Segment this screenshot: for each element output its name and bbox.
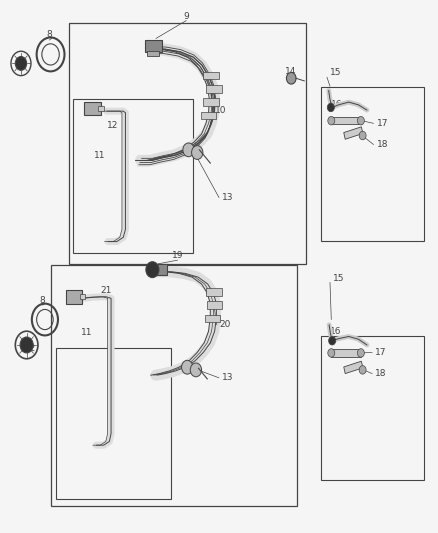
Circle shape (15, 56, 27, 70)
Bar (206, 288, 222, 296)
Circle shape (357, 349, 364, 357)
Bar (205, 315, 220, 322)
Text: 17: 17 (375, 348, 387, 357)
Circle shape (190, 363, 201, 377)
Circle shape (328, 116, 335, 125)
Circle shape (182, 360, 193, 374)
Bar (344, 361, 363, 374)
Text: 16: 16 (331, 100, 342, 109)
Text: 10: 10 (215, 106, 227, 115)
Text: 22: 22 (24, 344, 35, 353)
Bar (66, 290, 82, 304)
Text: 13: 13 (222, 193, 233, 202)
Text: 1: 1 (17, 58, 22, 67)
Bar (207, 302, 223, 309)
Bar (147, 51, 159, 56)
Bar (344, 127, 363, 139)
Bar (80, 294, 85, 300)
Circle shape (183, 143, 194, 157)
Text: 8: 8 (46, 30, 52, 39)
Text: 8: 8 (40, 296, 46, 305)
Bar (145, 40, 162, 52)
Bar (56, 348, 171, 499)
Text: 13: 13 (222, 373, 233, 382)
Text: 18: 18 (376, 140, 388, 149)
Text: 20: 20 (220, 320, 231, 329)
Bar (99, 106, 104, 111)
Text: 9: 9 (184, 12, 189, 21)
Text: 12: 12 (107, 122, 118, 131)
Text: 19: 19 (172, 252, 184, 261)
Text: 17: 17 (376, 119, 388, 128)
Bar (321, 336, 424, 480)
Text: 14: 14 (285, 67, 296, 76)
Text: 15: 15 (333, 273, 344, 282)
Circle shape (191, 146, 203, 159)
Bar (201, 112, 216, 119)
Bar (51, 265, 297, 506)
Bar (203, 99, 219, 106)
Text: 21: 21 (100, 286, 112, 295)
Text: 11: 11 (94, 151, 105, 160)
Text: 11: 11 (81, 328, 92, 337)
Bar (321, 87, 424, 241)
Bar (331, 117, 361, 124)
Bar (331, 349, 361, 357)
Text: 16: 16 (330, 327, 341, 336)
Bar (206, 85, 222, 93)
Circle shape (146, 262, 159, 278)
Bar (152, 264, 167, 275)
Circle shape (328, 349, 335, 357)
Bar (69, 22, 306, 264)
Circle shape (327, 103, 334, 112)
Circle shape (359, 131, 366, 140)
Circle shape (328, 336, 336, 345)
Bar (73, 100, 193, 253)
Text: 18: 18 (375, 369, 387, 378)
Circle shape (359, 366, 366, 374)
Circle shape (286, 72, 296, 84)
Circle shape (20, 337, 33, 353)
Bar (203, 72, 219, 79)
Text: 15: 15 (330, 68, 341, 77)
Circle shape (357, 116, 364, 125)
Bar (84, 102, 101, 115)
